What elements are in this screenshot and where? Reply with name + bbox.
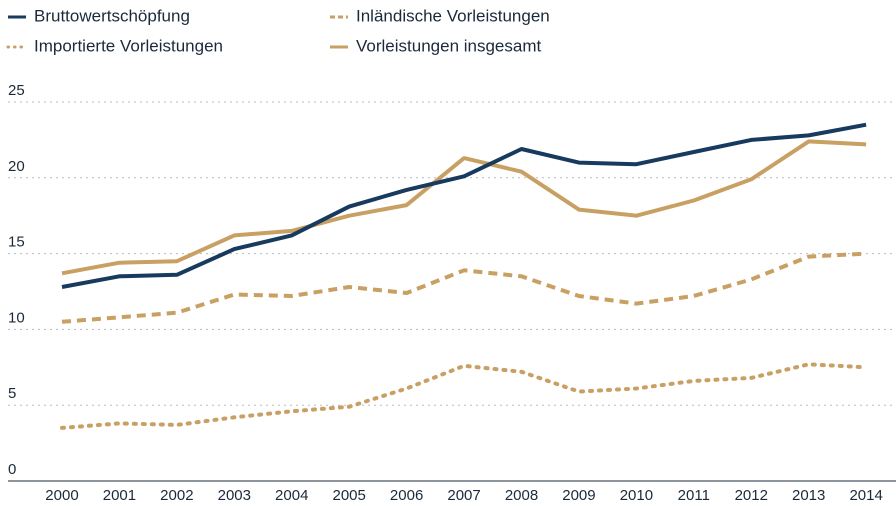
y-tick-label: 15	[8, 234, 25, 251]
x-tick-label: 2003	[218, 487, 251, 504]
x-tick-label: 2004	[275, 487, 308, 504]
y-tick-label: 5	[8, 385, 16, 402]
y-tick-label: 10	[8, 309, 25, 326]
x-tick-label: 2002	[160, 487, 193, 504]
series-line	[60, 362, 869, 430]
x-tick-label: 2001	[103, 487, 136, 504]
x-tick-label: 2011	[678, 487, 710, 504]
legend-label: Bruttowertschöpfung	[34, 6, 190, 25]
x-tick-label: 2006	[390, 487, 423, 504]
x-tick-label: 2000	[45, 487, 78, 504]
x-tick-label: 2009	[562, 487, 595, 504]
y-tick-label: 25	[8, 82, 25, 99]
legend-label: Importierte Vorleistungen	[34, 36, 223, 55]
x-tick-label: 2008	[505, 487, 538, 504]
x-tick-label: 2010	[620, 487, 653, 504]
series-line	[61, 122, 867, 289]
legend-label: Vorleistungen insgesamt	[356, 36, 542, 55]
x-tick-label: 2005	[332, 487, 365, 504]
x-tick-label: 2012	[735, 487, 768, 504]
x-tick-label: 2014	[849, 487, 882, 504]
x-tick-label: 2013	[792, 487, 825, 504]
legend-label: Inländische Vorleistungen	[356, 6, 550, 25]
y-tick-label: 0	[8, 461, 16, 478]
y-tick-label: 20	[8, 158, 25, 175]
series-line	[61, 251, 867, 324]
x-tick-label: 2007	[447, 487, 480, 504]
series-line	[61, 139, 867, 276]
